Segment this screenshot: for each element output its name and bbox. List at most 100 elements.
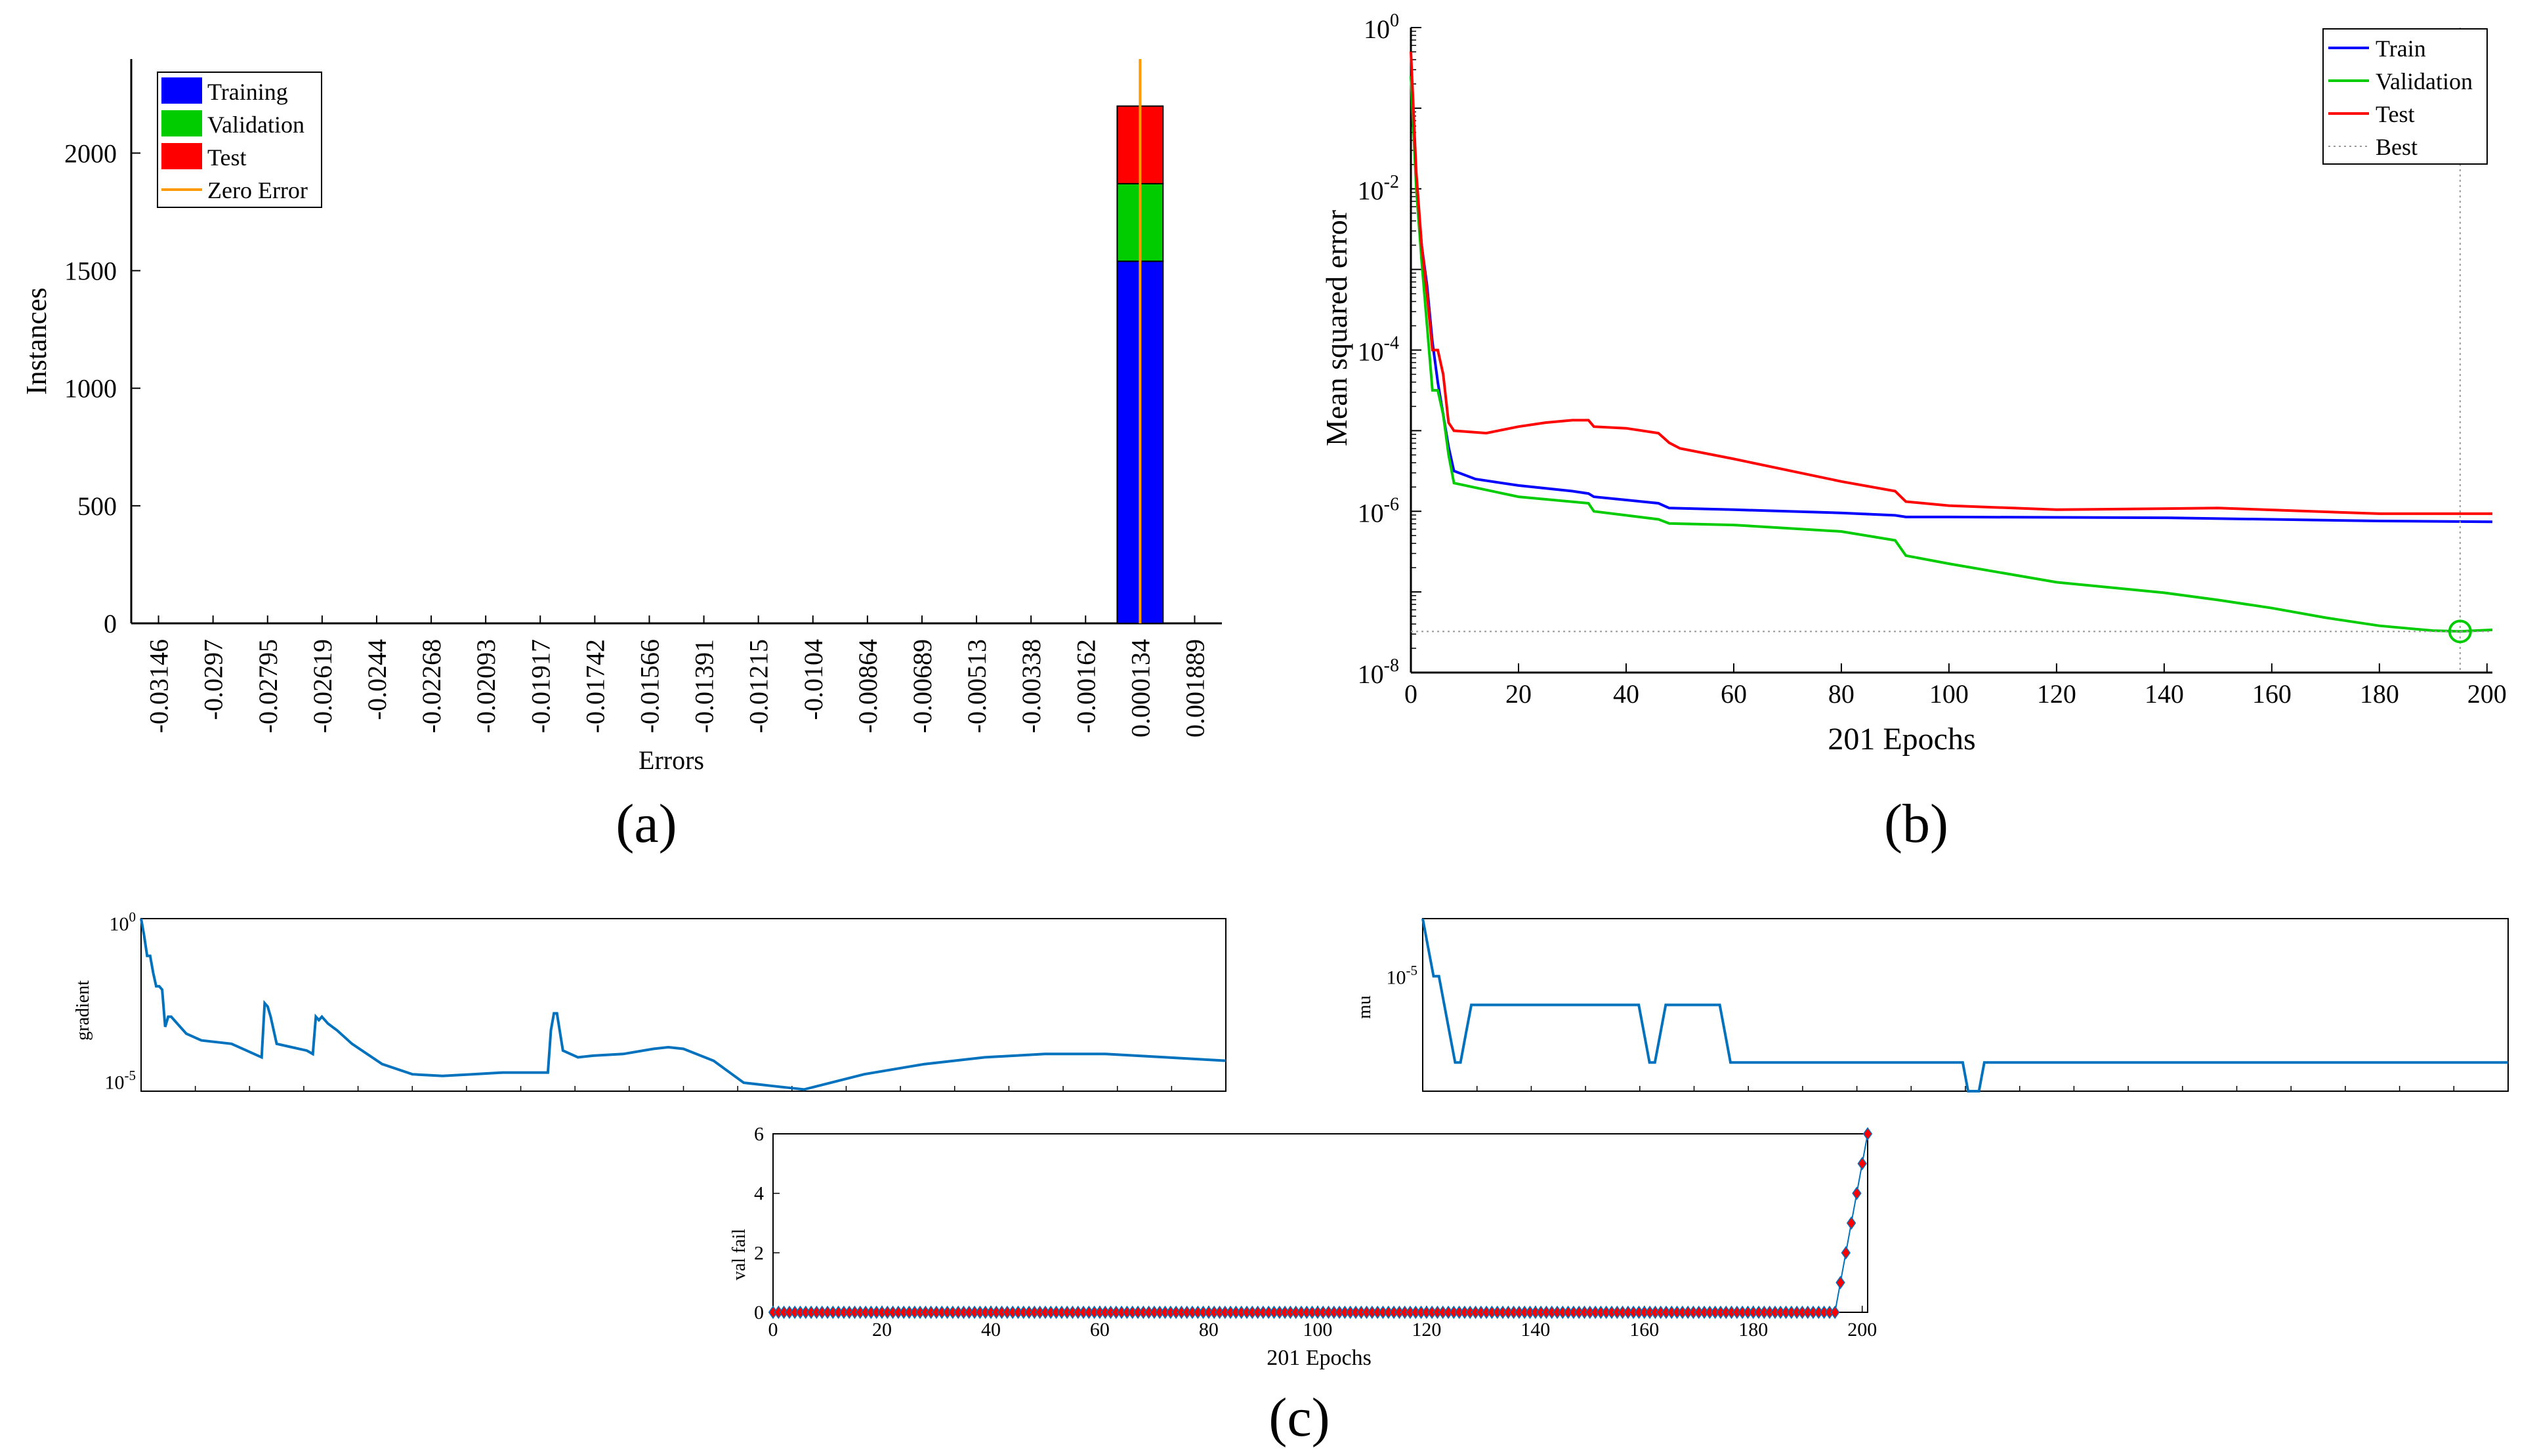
b-line-test [1410, 51, 2492, 515]
b-x-tick-label: 40 [1613, 679, 1639, 709]
b-legend-label: Validation [2376, 68, 2473, 94]
b-x-tick-label: 60 [1721, 679, 1747, 709]
a-x-tick-label: -0.01215 [744, 639, 774, 733]
a-bars [1116, 59, 1164, 624]
a-legend: Training Validation Test Zero Error [157, 72, 322, 208]
b-x-tick-label: 0 [1404, 679, 1417, 709]
c3-x-tick-label: 180 [1738, 1319, 1768, 1341]
c3-x-tick-label: 100 [1303, 1319, 1332, 1341]
b-x-tick-label: 200 [2467, 679, 2507, 709]
c3-y-axis-label: val fail [729, 1229, 749, 1281]
c1-y-tick-label-bottom: 10-5 [105, 1068, 136, 1094]
c1-y-axis-label: gradient [73, 980, 93, 1041]
c3-y-tick-label: 0 [754, 1302, 764, 1323]
c2-line-mu [1421, 918, 2508, 1092]
b-legend-label: Test [2376, 101, 2414, 127]
a-x-tick-label: -0.00513 [962, 639, 992, 733]
chart-b-performance: 0 20 40 60 80 100 120 140 160 180 200 10-8 10-6 10-4 1… [1320, 10, 2507, 854]
b-legend-box [2322, 28, 2488, 165]
a-y-axis-label: Instances [20, 287, 52, 395]
c-mu-plot: 10-5 [1387, 918, 2509, 1092]
panel-label-a: (a) [616, 793, 677, 854]
b-y-tick-label: 100 [1364, 10, 1399, 44]
c3-marker [1830, 1305, 1840, 1320]
c2-y-axis-label: mu [1354, 995, 1375, 1019]
a-legend-swatch [161, 77, 202, 104]
c2-y-tick-label: 10-5 [1387, 963, 1418, 989]
a-x-tick-label: -0.0244 [362, 639, 392, 720]
b-y-axis-label: Mean squared error [1320, 210, 1353, 446]
b-legend-label: Train [2376, 35, 2426, 62]
c3-x-tick-label: 120 [1412, 1319, 1441, 1341]
b-best-marker [2448, 619, 2472, 644]
b-x-axis-label: 201 Epochs [1828, 722, 1975, 757]
c1-y-tick-label-top: 100 [110, 909, 136, 936]
c3-marker [1857, 1157, 1867, 1171]
a-x-tick-label: 0.000134 [1125, 639, 1155, 738]
a-y-tick-label: 0 [104, 609, 117, 638]
c3-x-tick-label: 80 [1199, 1319, 1219, 1341]
b-x-tick-label: 140 [2145, 679, 2184, 709]
c1-frame [140, 918, 1227, 1092]
a-legend-label: Test [207, 144, 246, 171]
b-x-tick-label: 100 [1929, 679, 1969, 709]
c3-x-tick-label: 0 [768, 1319, 778, 1341]
a-y-tick-label: 1000 [64, 374, 117, 404]
b-line-validation [1410, 75, 2493, 633]
b-lines [1410, 28, 2493, 673]
b-legend: Train Validation Test Best [2322, 28, 2488, 165]
b-y-tick-label: 10-2 [1358, 172, 1399, 205]
a-x-tick-label: -0.0104 [799, 639, 828, 720]
a-x-tick-label: -0.03146 [144, 639, 174, 733]
panel-label-b: (b) [1884, 793, 1948, 854]
b-y-tick-label: 10-8 [1358, 655, 1399, 689]
c-valfail-plot: 0 20 40 60 80 100 120 140 160 180 200 0 2 4 6 [754, 1123, 1877, 1341]
b-x-tick-label: 180 [2360, 679, 2399, 709]
a-legend-label: Training [207, 79, 288, 105]
b-x-tick-label: 160 [2252, 679, 2292, 709]
a-x-tick-label: -0.00162 [1071, 639, 1101, 733]
a-legend-swatch [161, 110, 202, 136]
c3-x-tick-label: 200 [1847, 1319, 1877, 1341]
a-legend-label: Validation [207, 112, 304, 138]
a-x-tick-label: -0.01566 [635, 639, 664, 733]
a-y-tick-label: 500 [77, 491, 117, 521]
c3-x-tick-label: 60 [1090, 1319, 1110, 1341]
c3-y-tick-label: 4 [754, 1183, 764, 1205]
c3-x-tick-label: 160 [1629, 1319, 1659, 1341]
c3-y-tick-label: 2 [754, 1242, 764, 1264]
c3-x-tick-label: 140 [1520, 1319, 1550, 1341]
c3-marker [1835, 1276, 1845, 1289]
a-x-tick-label: -0.02619 [308, 639, 337, 733]
c3-x-tick-label: 20 [872, 1319, 892, 1341]
a-x-tick-label: 0.001889 [1180, 639, 1209, 738]
panel-label-c: (c) [1268, 1387, 1330, 1448]
a-x-tick-label: -0.02795 [253, 639, 283, 733]
a-axes [130, 59, 1222, 625]
c3-x-axis-label: 201 Epochs [1267, 1346, 1372, 1370]
a-y-tick-label: 1500 [64, 257, 117, 286]
a-x-tick-label: -0.00338 [1017, 639, 1046, 733]
a-x-axis-label: Errors [639, 745, 704, 775]
b-x-tick-label: 80 [1828, 679, 1855, 709]
c3-marker [1841, 1246, 1851, 1260]
c3-marker [1852, 1186, 1862, 1200]
a-legend-label: Zero Error [207, 177, 308, 203]
b-legend-label: Best [2376, 134, 2418, 160]
a-x-tick-label: -0.02268 [417, 639, 446, 733]
a-x-tick-label: -0.01391 [690, 639, 719, 733]
a-y-tick-label: 2000 [64, 138, 117, 168]
b-tick-labels: 0 20 40 60 80 100 120 140 160 180 200 10-8 10-6 10-4 1… [1358, 10, 2507, 709]
c-gradient-plot: 100 10-5 [105, 909, 1227, 1094]
a-x-tick-label: -0.00864 [853, 639, 883, 733]
a-legend-swatch [161, 143, 202, 169]
c3-x-tick-label: 40 [981, 1319, 1001, 1341]
b-y-tick-label: 10-4 [1358, 333, 1399, 367]
b-x-tick-label: 120 [2037, 679, 2076, 709]
c3-y-tick-label: 6 [754, 1123, 764, 1145]
a-x-tick-label: -0.01742 [580, 639, 610, 733]
c3-marker [1862, 1127, 1873, 1141]
c3-frame [772, 1133, 1868, 1313]
